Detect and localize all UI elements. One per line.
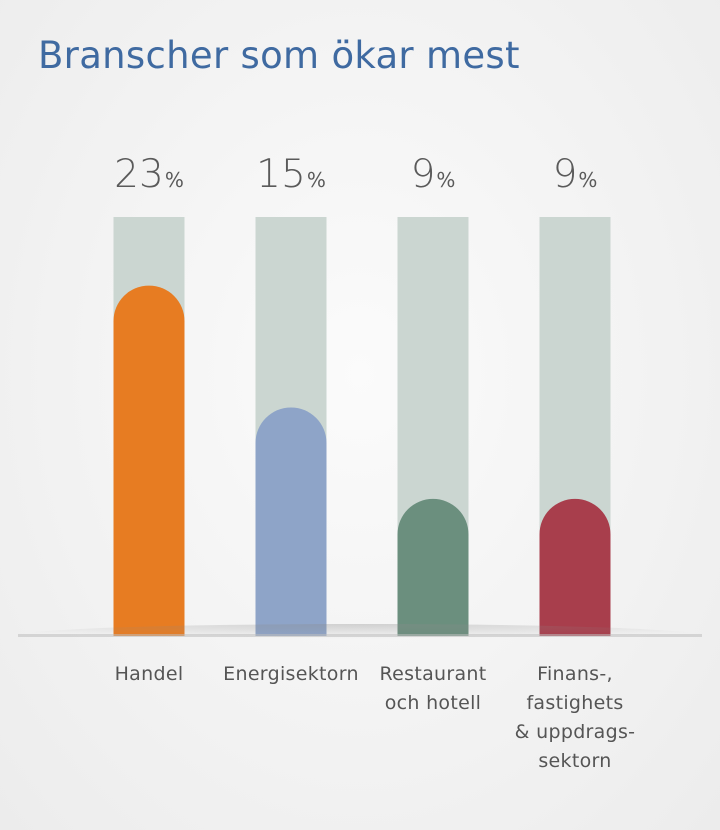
value-label-restaurant: 9% xyxy=(410,152,456,197)
category-label-energisektorn: Energisektorn xyxy=(223,663,359,685)
chart-title: Branscher som ökar mest xyxy=(38,34,520,77)
value-label-handel: 23% xyxy=(114,152,184,197)
category-label-restaurant: Restaurant och hotell xyxy=(379,663,487,714)
value-label-energisektorn: 15% xyxy=(256,152,326,197)
baseline xyxy=(18,634,702,637)
bar-energisektorn xyxy=(255,407,327,636)
bar-restaurant xyxy=(397,498,469,636)
bar-finans xyxy=(539,498,611,636)
value-label-finans: 9% xyxy=(552,152,598,197)
category-label-handel: Handel xyxy=(114,663,184,685)
bar-handel xyxy=(113,285,185,636)
category-label-finans: Finans-, fastighets & uppdrags- sektorn xyxy=(514,663,636,772)
